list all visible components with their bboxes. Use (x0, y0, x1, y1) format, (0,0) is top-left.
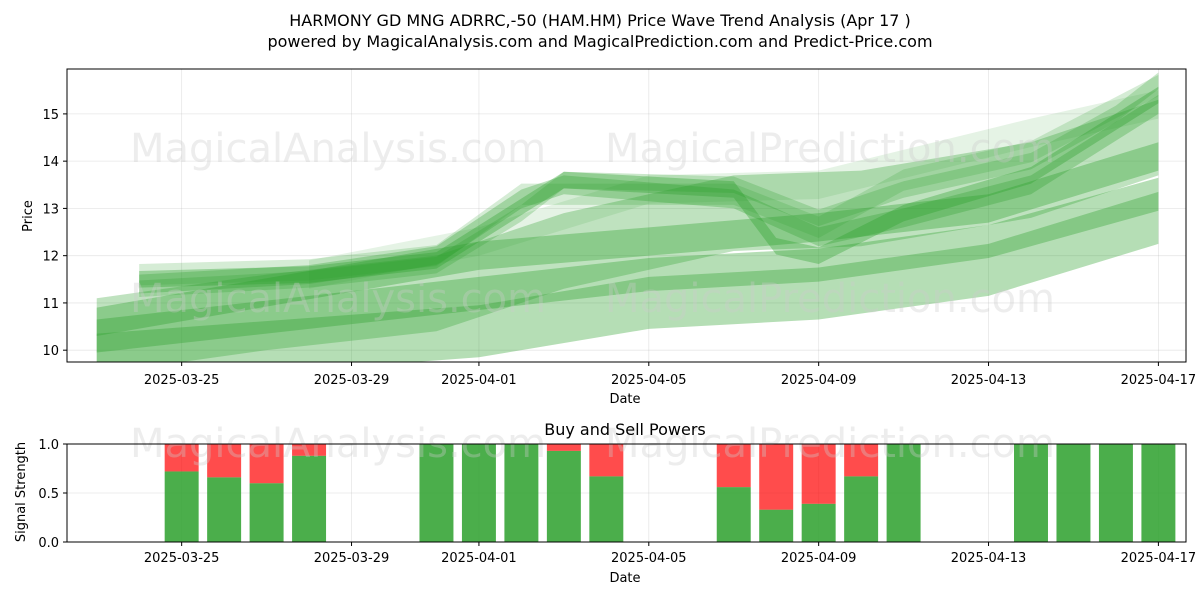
top-x-tick-label: 2025-03-25 (144, 373, 220, 388)
watermark-text: MagicalPrediction.com (605, 276, 1055, 322)
sell-bar (759, 444, 794, 510)
bottom-x-tick-label: 2025-03-29 (314, 551, 390, 566)
buy-bar (801, 503, 836, 542)
sell-bar (207, 444, 242, 478)
top-x-tick-label: 2025-03-29 (314, 373, 390, 388)
sell-bar (589, 444, 624, 477)
sell-bar (292, 444, 327, 456)
bottom-x-tick-label: 2025-04-17 (1121, 551, 1197, 566)
bottom-x-tick-label: 2025-04-01 (441, 551, 517, 566)
top-y-axis-label: Price (21, 200, 36, 232)
buy-bar (504, 444, 539, 542)
trend-band-2 (96, 142, 1159, 337)
trend-band-1 (96, 177, 1159, 353)
top-x-tick-label: 2025-04-13 (951, 373, 1027, 388)
bottom-y-tick-label: 1.0 (38, 438, 59, 453)
top-y-tick-label: 11 (42, 297, 59, 312)
buy-bar (844, 476, 879, 542)
buy-bar (1056, 444, 1091, 542)
top-x-tick-label: 2025-04-09 (781, 373, 857, 388)
buy-bar (589, 476, 624, 542)
chart-title: HARMONY GD MNG ADRRC,-50 (HAM.HM) Price … (289, 11, 911, 30)
watermark-text: MagicalAnalysis.com (130, 276, 546, 322)
sell-bar (546, 444, 581, 451)
sell-bar (844, 444, 879, 477)
sell-bar (801, 444, 836, 504)
watermark-text: MagicalAnalysis.com (130, 126, 546, 172)
chart-subtitle: powered by MagicalAnalysis.com and Magic… (267, 32, 932, 51)
top-y-tick-label: 13 (42, 202, 59, 217)
sell-bar (164, 444, 199, 472)
bottom-y-tick-label: 0.0 (38, 536, 59, 551)
top-x-tick-label: 2025-04-05 (611, 373, 687, 388)
top-y-tick-label: 10 (42, 344, 59, 359)
buy-sell-plot: MagicalAnalysis.com MagicalPrediction.com… (38, 421, 1196, 566)
top-plot-frame (66, 68, 1187, 363)
buy-bar (546, 450, 581, 542)
watermark-text: MagicalPrediction.com (605, 126, 1055, 172)
trend-band-6 (139, 74, 1159, 286)
buy-bar (716, 487, 751, 542)
price-wave-plot: MagicalAnalysis.com MagicalPrediction.com… (42, 68, 1197, 388)
top-x-tick-label: 2025-04-17 (1121, 373, 1197, 388)
top-y-tick-label: 14 (42, 155, 59, 170)
bottom-y-tick-label: 0.5 (38, 487, 59, 502)
buy-bar (1141, 444, 1176, 542)
buy-bar (207, 477, 242, 542)
top-y-tick-label: 12 (42, 250, 59, 265)
buy-bar (419, 444, 454, 542)
bottom-x-tick-label: 2025-03-25 (144, 551, 220, 566)
top-x-axis-label: Date (609, 392, 640, 407)
bottom-chart-title: Buy and Sell Powers (544, 420, 706, 439)
buy-bar (249, 483, 284, 542)
buy-bar (1014, 444, 1048, 542)
buy-bar (1098, 444, 1133, 542)
trend-band-7 (139, 72, 1159, 298)
top-x-tick-label: 2025-04-01 (441, 373, 517, 388)
sell-bar (249, 444, 284, 484)
trend-band-3 (96, 99, 1159, 362)
bottom-x-tick-label: 2025-04-05 (611, 551, 687, 566)
top-y-tick-label: 15 (42, 108, 59, 123)
buy-bar (759, 509, 794, 542)
buy-bar (886, 444, 921, 542)
trend-band-8 (309, 90, 1159, 289)
trend-band-0 (96, 191, 1159, 362)
trend-band-4 (139, 86, 1159, 288)
trend-band-5 (139, 94, 1159, 294)
bottom-x-tick-label: 2025-04-13 (951, 551, 1027, 566)
bottom-x-axis-label: Date (609, 571, 640, 586)
buy-bar (164, 471, 199, 542)
bottom-x-tick-label: 2025-04-09 (781, 551, 857, 566)
buy-bar (461, 444, 496, 542)
bottom-y-axis-label: Signal Strength (14, 442, 29, 542)
sell-bar (716, 444, 751, 488)
buy-bar (292, 455, 327, 542)
